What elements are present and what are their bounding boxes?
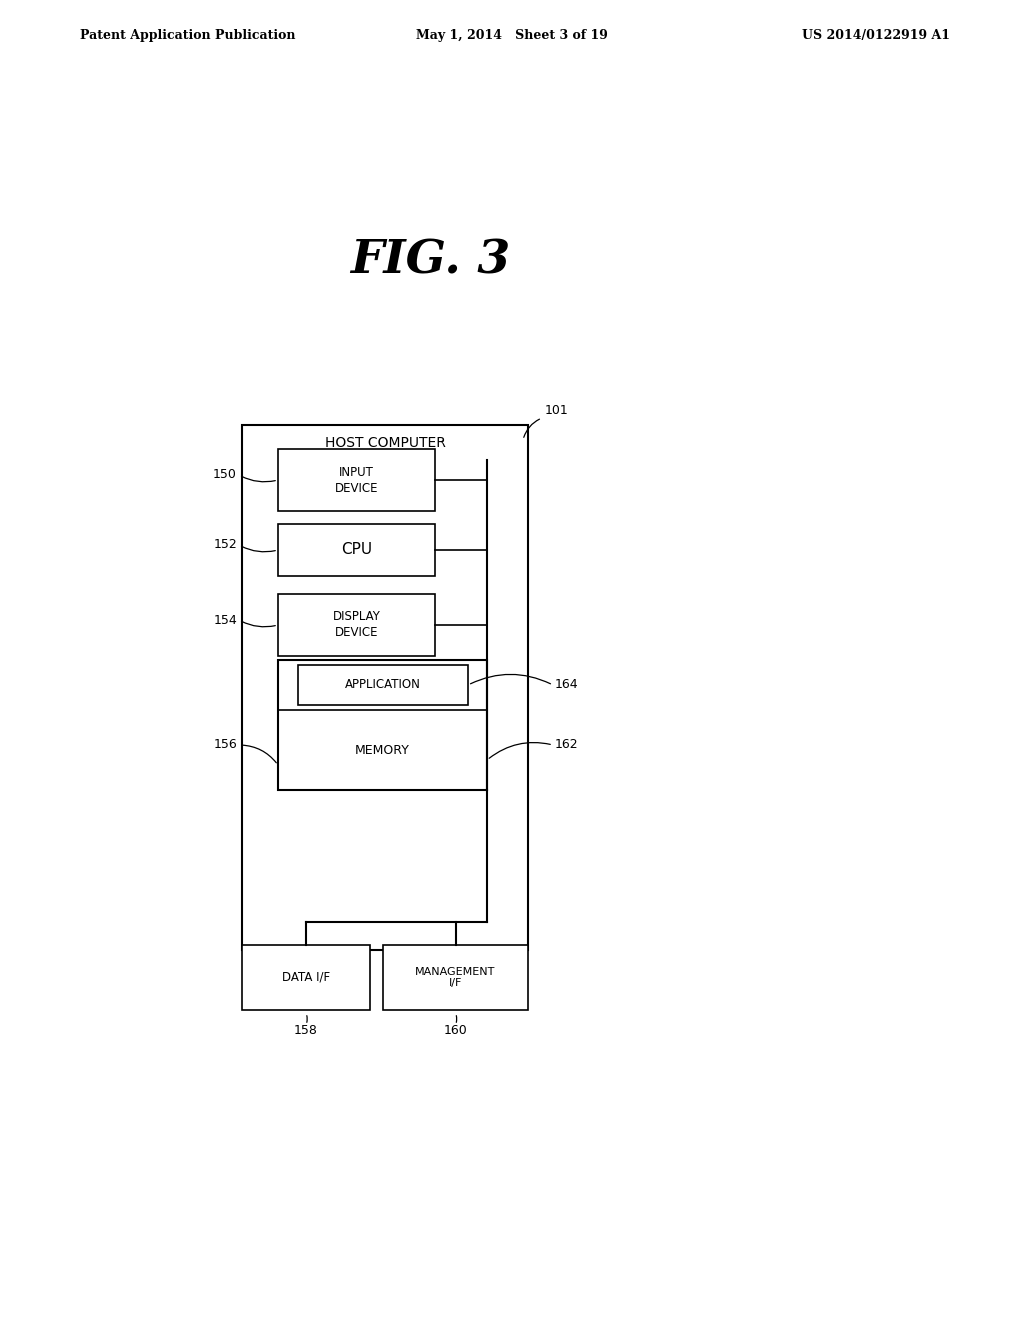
Text: INPUT
DEVICE: INPUT DEVICE (335, 466, 378, 495)
Text: 158: 158 (294, 1023, 317, 1036)
Text: 164: 164 (555, 678, 579, 692)
Text: 162: 162 (555, 738, 579, 751)
Text: 154: 154 (213, 614, 237, 627)
Text: DATA I/F: DATA I/F (282, 972, 330, 983)
Bar (278, 594, 435, 656)
Text: MEMORY: MEMORY (355, 743, 410, 756)
Text: CPU: CPU (341, 543, 372, 557)
Text: US 2014/0122919 A1: US 2014/0122919 A1 (802, 29, 950, 41)
Text: MANAGEMENT
I/F: MANAGEMENT I/F (416, 966, 496, 989)
Bar (278, 660, 487, 789)
Bar (278, 449, 435, 511)
Text: FIG. 3: FIG. 3 (350, 238, 510, 282)
Text: DISPLAY
DEVICE: DISPLAY DEVICE (333, 610, 381, 639)
Text: APPLICATION: APPLICATION (345, 678, 421, 692)
Text: 101: 101 (545, 404, 568, 417)
Text: Patent Application Publication: Patent Application Publication (80, 29, 296, 41)
Bar (242, 945, 370, 1010)
Bar (278, 524, 435, 576)
Text: May 1, 2014   Sheet 3 of 19: May 1, 2014 Sheet 3 of 19 (416, 29, 608, 41)
Text: 152: 152 (213, 539, 237, 552)
Bar (298, 665, 468, 705)
Text: 150: 150 (213, 469, 237, 482)
Text: 160: 160 (443, 1023, 467, 1036)
Bar (383, 945, 528, 1010)
Text: HOST COMPUTER: HOST COMPUTER (325, 436, 445, 450)
Text: 156: 156 (213, 738, 237, 751)
Bar (242, 425, 528, 950)
